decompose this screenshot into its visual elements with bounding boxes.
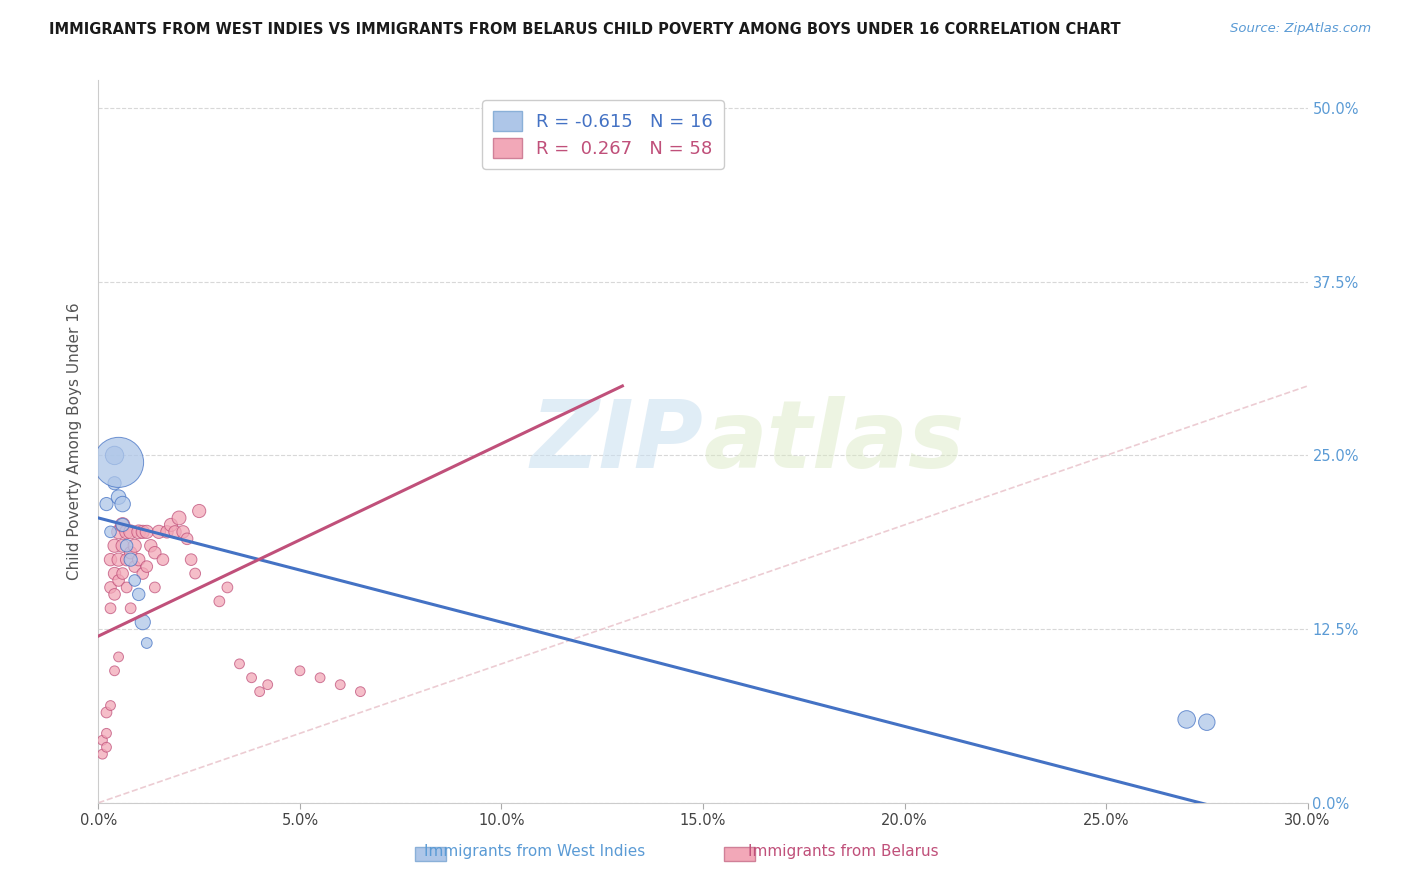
Point	[124, 559, 146, 574]
Point	[228, 657, 250, 671]
Text: Immigrants from West Indies: Immigrants from West Indies	[423, 845, 645, 859]
Point	[163, 524, 186, 539]
Point	[188, 504, 211, 518]
Point	[111, 539, 134, 553]
Point	[349, 684, 371, 698]
Point	[135, 559, 157, 574]
Point	[309, 671, 332, 685]
Point	[176, 532, 198, 546]
Point	[100, 601, 122, 615]
Point	[91, 733, 114, 747]
Point	[124, 574, 146, 588]
Point	[115, 552, 138, 566]
Point	[103, 664, 125, 678]
Point	[96, 706, 118, 720]
Point	[184, 566, 207, 581]
Y-axis label: Child Poverty Among Boys Under 16: Child Poverty Among Boys Under 16	[67, 302, 83, 581]
Point	[167, 511, 190, 525]
Point	[100, 581, 122, 595]
Point	[120, 524, 142, 539]
Point	[152, 552, 174, 566]
Point	[143, 581, 166, 595]
Point	[103, 587, 125, 601]
Point	[249, 684, 271, 698]
Point	[103, 566, 125, 581]
Point	[148, 524, 170, 539]
Point	[107, 552, 129, 566]
Point	[1175, 713, 1198, 727]
Point	[240, 671, 263, 685]
Point	[96, 740, 118, 755]
Point	[128, 552, 150, 566]
Point	[120, 546, 142, 560]
Point	[329, 678, 352, 692]
Point	[100, 552, 122, 566]
Point	[135, 636, 157, 650]
Point	[208, 594, 231, 608]
Text: Source: ZipAtlas.com: Source: ZipAtlas.com	[1230, 22, 1371, 36]
Point	[172, 524, 194, 539]
Point	[107, 649, 129, 664]
Point	[288, 664, 311, 678]
Point	[120, 601, 142, 615]
Point	[217, 581, 239, 595]
Point	[107, 574, 129, 588]
Point	[115, 581, 138, 595]
Point	[139, 539, 162, 553]
Point	[111, 517, 134, 532]
Point	[115, 539, 138, 553]
Point	[120, 552, 142, 566]
Point	[1195, 715, 1218, 730]
Point	[160, 517, 183, 532]
Point	[128, 524, 150, 539]
Point	[91, 747, 114, 761]
Point	[143, 546, 166, 560]
Point	[156, 524, 179, 539]
Point	[128, 587, 150, 601]
Text: Immigrants from Belarus: Immigrants from Belarus	[748, 845, 939, 859]
Point	[115, 524, 138, 539]
Point	[111, 566, 134, 581]
Point	[256, 678, 278, 692]
Point	[96, 726, 118, 740]
Bar	[724, 847, 755, 861]
Point	[103, 449, 125, 463]
Point	[132, 524, 155, 539]
Point	[107, 490, 129, 504]
Point	[132, 615, 155, 630]
Point	[180, 552, 202, 566]
Text: ZIP: ZIP	[530, 395, 703, 488]
Legend: R = -0.615   N = 16, R =  0.267   N = 58: R = -0.615 N = 16, R = 0.267 N = 58	[482, 100, 724, 169]
Point	[124, 539, 146, 553]
Text: atlas: atlas	[703, 395, 965, 488]
Point	[107, 524, 129, 539]
Point	[100, 698, 122, 713]
Point	[135, 524, 157, 539]
Point	[132, 566, 155, 581]
Point	[107, 455, 129, 469]
Point	[103, 539, 125, 553]
Point	[111, 517, 134, 532]
Text: IMMIGRANTS FROM WEST INDIES VS IMMIGRANTS FROM BELARUS CHILD POVERTY AMONG BOYS : IMMIGRANTS FROM WEST INDIES VS IMMIGRANT…	[49, 22, 1121, 37]
Point	[96, 497, 118, 511]
Point	[111, 497, 134, 511]
Point	[100, 524, 122, 539]
Bar	[415, 847, 446, 861]
Point	[103, 476, 125, 491]
